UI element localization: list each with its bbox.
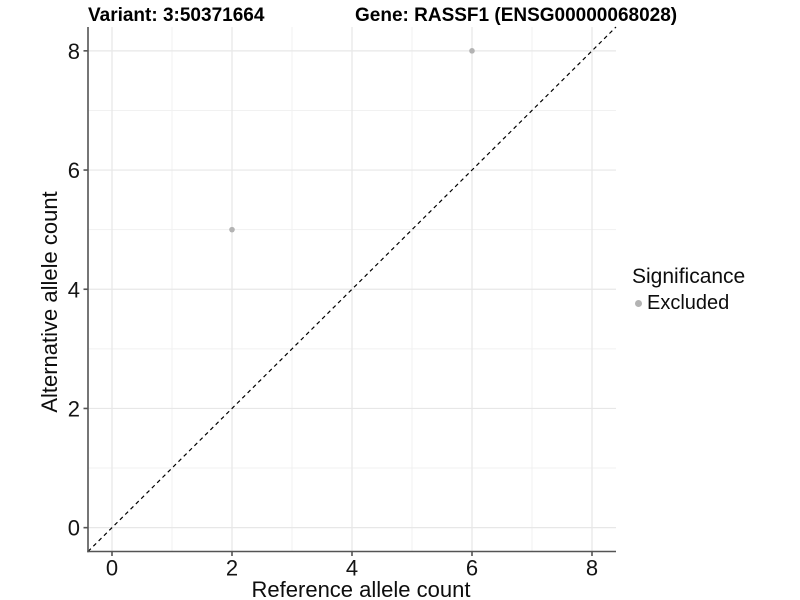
data-point [229,226,235,233]
x-tick-label: 6 [466,556,478,581]
x-tick-label: 0 [106,556,118,581]
y-tick-label: 0 [68,516,80,541]
legend-item-label: Excluded [647,292,730,314]
y-tick-label: 8 [68,39,80,64]
y-axis-title: Alternative allele count [37,191,62,413]
x-tick-label: 4 [346,556,358,581]
y-tick-label: 6 [68,158,80,183]
y-tick-label: 2 [68,396,80,421]
legend-title: Significance [632,265,746,288]
x-tick-label: 8 [586,556,598,581]
data-point [469,48,475,54]
legend: Significance Excluded [632,265,745,315]
y-tick-label: 4 [68,277,80,302]
x-tick-label: 2 [226,556,238,581]
variant-title: Variant: 3:50371664 [88,5,265,26]
gene-title: Gene: RASSF1 (ENSG00000068028) [355,5,678,26]
excluded-point-icon [635,300,642,307]
legend-item-excluded: Excluded [635,292,745,315]
x-axis-title: Reference allele count [251,577,471,600]
